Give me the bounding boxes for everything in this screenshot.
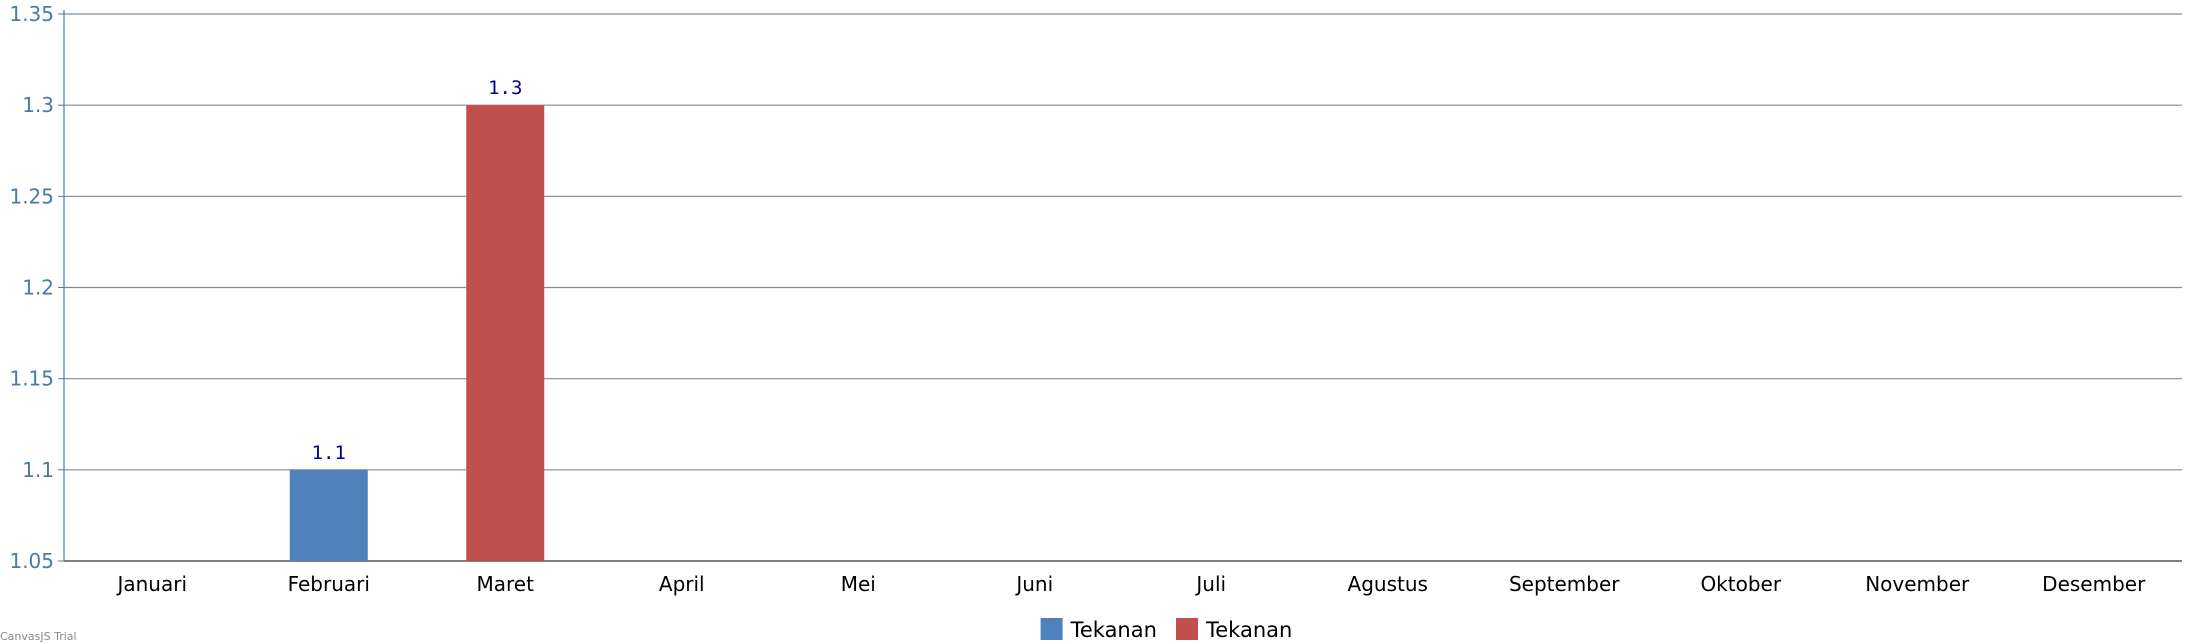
x-tick-label: Agustus [1348,572,1428,596]
bar-maret[interactable] [466,105,545,562]
legend-swatch [1176,618,1198,640]
legend[interactable]: Tekanan Tekanan [1040,618,1293,642]
legend-item[interactable]: Tekanan [1176,618,1292,642]
y-tick-label: 1.35 [9,2,54,26]
bar-value-labels: 1.1 1.3 [312,77,523,464]
x-tick-label: Februari [288,572,370,596]
x-axis-tick-labels: Januari Februari Maret April Mei Juni Juli Agus… [115,572,2146,596]
x-tick-label: November [1865,572,1970,596]
x-tick-label: Juli [1194,572,1226,596]
bar-value-label: 1.3 [488,77,522,99]
bar-februari[interactable] [289,469,368,561]
axes [58,10,2182,562]
y-tick-label: 1.3 [22,93,54,117]
grid-lines [64,13,2182,471]
bar-value-label: 1.1 [312,442,346,464]
legend-item[interactable]: Tekanan [1040,618,1157,642]
legend-swatch [1040,618,1063,640]
y-tick-label: 1.2 [22,276,54,300]
x-tick-label: Desember [2042,572,2146,596]
y-axis-tick-labels: 1.35 1.3 1.25 1.2 1.15 1.1 1.05 [9,2,54,573]
x-tick-label: Maret [477,572,535,596]
legend-label: Tekanan [1070,618,1157,642]
x-tick-label: Juni [1014,572,1053,596]
x-tick-label: Januari [115,572,187,596]
legend-label: Tekanan [1205,618,1292,642]
x-tick-label: September [1509,572,1620,596]
y-tick-label: 1.05 [9,549,54,573]
y-tick-label: 1.25 [9,184,54,208]
bars [289,105,545,562]
x-tick-label: Mei [841,572,876,596]
x-tick-label: April [659,572,705,596]
y-tick-label: 1.1 [22,458,54,482]
y-tick-label: 1.15 [9,367,54,391]
x-tick-label: Oktober [1700,572,1781,596]
watermark: CanvasJS Trial [0,630,77,643]
